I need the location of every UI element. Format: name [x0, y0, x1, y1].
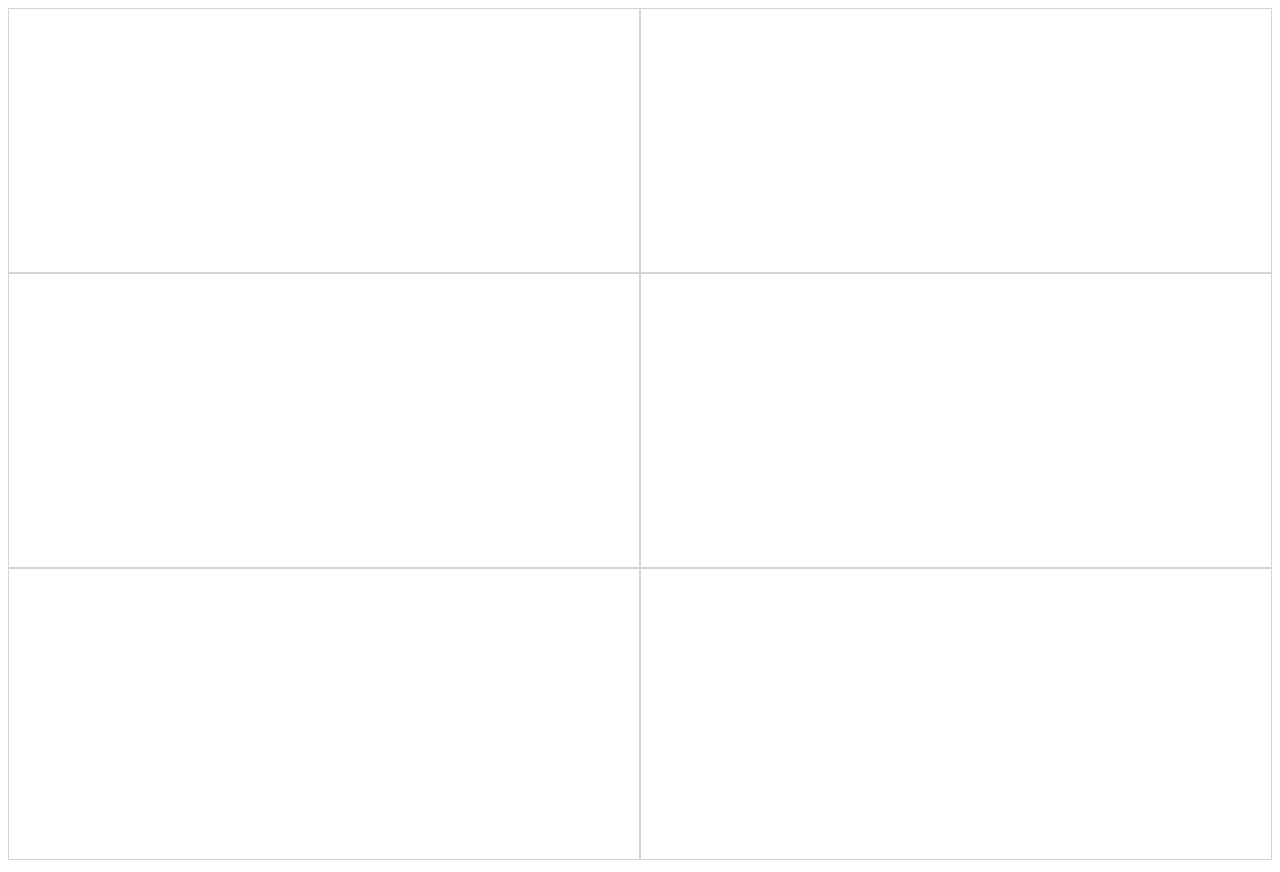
- chart-panel-transceivers: [640, 273, 1272, 568]
- chart-panel-memory-rate: [640, 568, 1272, 860]
- chart-panel-dsp: [8, 273, 640, 568]
- chart-panel-transceiver-rate: [8, 568, 640, 860]
- chart-panel-logic-cells: [8, 8, 640, 273]
- chart-panel-bram: [640, 8, 1272, 273]
